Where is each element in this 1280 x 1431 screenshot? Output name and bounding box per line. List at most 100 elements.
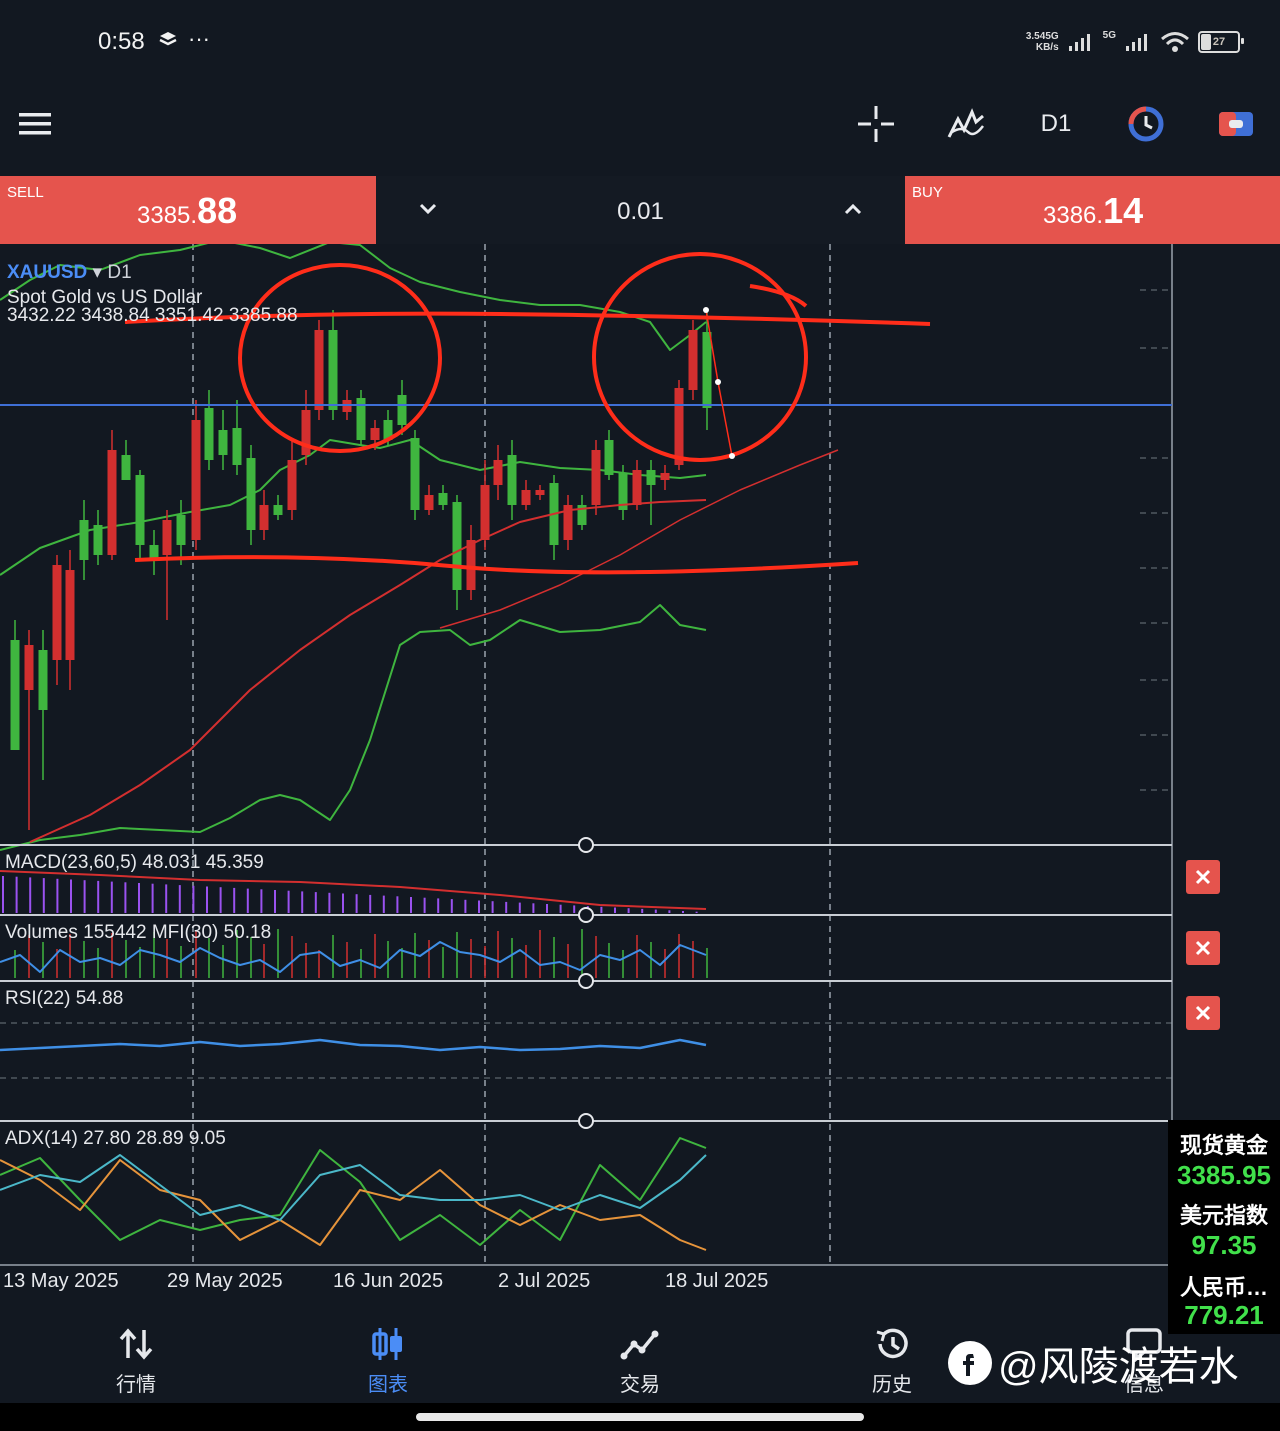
pane-resize-handle	[578, 907, 594, 923]
hand-annotations	[124, 252, 931, 575]
nav-chart[interactable]: 图表	[328, 1318, 448, 1403]
macd-signal-line	[0, 870, 707, 910]
symbol-ohlc: 3432.22 3438.84 3351.42 3385.88	[7, 305, 298, 326]
close-volumes-button[interactable]	[1186, 931, 1220, 965]
crosshair-icon	[858, 106, 894, 142]
candle	[259, 490, 269, 540]
home-indicator[interactable]	[416, 1413, 864, 1421]
candle-body	[121, 455, 131, 480]
close-icon	[1195, 940, 1211, 956]
candle	[507, 440, 517, 520]
candle-body	[674, 388, 684, 465]
trend-line	[439, 449, 839, 629]
pane-separators	[0, 837, 1172, 1129]
adx-pane	[0, 1137, 707, 1251]
candle	[563, 495, 573, 550]
nav-label: 历史	[872, 1374, 912, 1396]
candle	[301, 390, 311, 465]
trade-button[interactable]	[1214, 86, 1258, 162]
candle	[535, 485, 545, 500]
lot-increase-button[interactable]	[838, 194, 868, 224]
candle	[204, 390, 214, 470]
symbol-timeframe: ▾ D1	[92, 262, 132, 283]
candle-body	[287, 460, 297, 510]
nav-messages[interactable]: 信息	[1084, 1318, 1204, 1403]
candle	[618, 465, 628, 520]
candle-body	[702, 332, 712, 408]
candle	[273, 495, 283, 520]
candle-body	[273, 505, 283, 515]
projection-point	[703, 307, 709, 313]
candle	[466, 525, 476, 600]
candle-body	[135, 475, 145, 545]
bollinger-bands	[0, 244, 707, 851]
sell-label: SELL	[7, 184, 44, 201]
buy-button[interactable]: BUY 3386. 14	[905, 176, 1280, 244]
lot-decrease-button[interactable]	[413, 194, 443, 224]
projection-point	[729, 453, 735, 459]
more-status-icon: ···	[188, 26, 210, 51]
bollinger-lower	[0, 604, 707, 851]
nav-history[interactable]: 历史	[832, 1318, 952, 1403]
rsi-line	[0, 1038, 707, 1052]
candle-body	[301, 410, 311, 455]
buy-price: 3386. 14	[1043, 190, 1144, 231]
clock-icon	[1128, 106, 1164, 142]
candle-body	[646, 470, 656, 485]
buy-label: BUY	[912, 184, 943, 201]
candle-body	[688, 330, 698, 390]
adx-minus-di-line	[0, 1159, 707, 1251]
watermark-text: @风陵渡若水	[998, 1345, 1239, 1389]
candle-body	[93, 525, 103, 555]
status-bar: 0:58 ··· 3.545G KB/s 5G 27	[0, 0, 1280, 80]
candle-body	[383, 420, 393, 440]
lot-value[interactable]: 0.01	[617, 198, 664, 225]
ticker-name: 现货黄金	[1179, 1133, 1268, 1158]
bottom-navigation: 行情 图表 交易 历史 信息	[0, 1318, 1280, 1403]
lot-selector: 0.01	[376, 176, 905, 244]
close-rsi-button[interactable]	[1186, 996, 1220, 1030]
candle-body	[563, 505, 573, 540]
price-chart[interactable]	[0, 244, 1280, 1274]
sell-button[interactable]: SELL 3385. 88	[0, 176, 376, 244]
circle-annotation-right	[592, 252, 808, 462]
circle-tail-annotation	[749, 284, 808, 308]
candle-body	[246, 458, 256, 530]
ticker-value: 779.21	[1184, 1300, 1264, 1330]
candle	[493, 445, 503, 500]
menu-button[interactable]	[14, 86, 56, 162]
candle	[24, 630, 34, 830]
timeframe-label: D1	[1040, 110, 1072, 137]
candle-body	[370, 428, 380, 440]
candle-body	[618, 473, 628, 510]
candle	[149, 530, 159, 575]
objects-button[interactable]	[1124, 86, 1168, 162]
history-icon	[876, 1328, 908, 1359]
candle-body	[356, 398, 366, 440]
circle-annotation-left	[238, 263, 442, 453]
crosshair-button[interactable]	[854, 86, 898, 162]
moving-averages	[29, 449, 839, 843]
candle-body	[577, 505, 587, 525]
signal-icon	[1126, 34, 1147, 51]
symbol-title[interactable]: XAUUSD ▾ D1	[7, 261, 132, 284]
candle	[591, 440, 601, 515]
ticker-name: 美元指数	[1179, 1203, 1268, 1228]
indicators-button[interactable]	[944, 86, 988, 162]
mfi-line	[0, 941, 707, 973]
quotes-icon	[119, 1328, 153, 1360]
candle	[218, 410, 228, 470]
candle-body	[480, 485, 490, 540]
candle-body	[521, 490, 531, 505]
close-macd-button[interactable]	[1186, 860, 1220, 894]
nav-quotes[interactable]: 行情	[76, 1318, 196, 1403]
resistance-line-annotation	[124, 311, 931, 326]
candle	[397, 380, 407, 435]
timeframe-button[interactable]: D1	[1030, 86, 1082, 162]
date-label: 29 May 2025	[167, 1270, 283, 1292]
candle-body	[632, 470, 642, 505]
nav-trade[interactable]: 交易	[580, 1318, 700, 1403]
candle	[480, 460, 490, 550]
candle	[191, 400, 201, 550]
ticker-value: 3385.95	[1177, 1160, 1271, 1190]
